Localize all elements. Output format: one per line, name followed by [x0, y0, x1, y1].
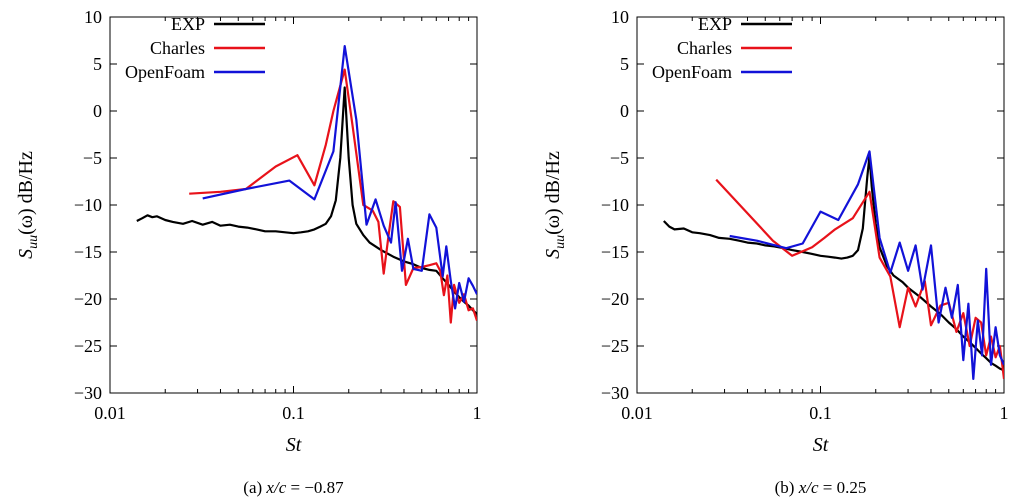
series-line-charles	[715, 178, 1004, 380]
series-line-exp	[136, 86, 477, 315]
x-tick-label: 0.01	[621, 403, 653, 423]
legend-label: OpenFoam	[125, 62, 205, 82]
legend-label: EXP	[171, 14, 205, 34]
y-tick-label: −30	[74, 383, 102, 403]
y-tick-label: −20	[74, 289, 102, 309]
y-tick-label: −25	[74, 336, 102, 356]
series-line-exp	[663, 155, 1004, 372]
legend-label: OpenFoam	[652, 62, 732, 82]
chart-panel-a: 0.01 0.1 1 10 5 0 −5 −10 −15 −20 −25 −30 EXP Charles O…	[15, 7, 482, 497]
x-tick-label: 1	[473, 403, 482, 423]
x-axis-label: St	[286, 434, 302, 456]
y-tick-label: 0	[93, 101, 102, 121]
x-tick-label: 0.1	[809, 403, 832, 423]
x-tick-label: 0.1	[282, 403, 305, 423]
y-tick-label: −5	[83, 148, 102, 168]
x-tick-label: 1	[1000, 403, 1009, 423]
chart-caption: (b) x/c = 0.25	[775, 478, 867, 497]
y-tick-label: 5	[93, 54, 102, 74]
y-tick-label: 10	[611, 7, 629, 27]
x-tick-label: 0.01	[94, 403, 126, 423]
legend-label: Charles	[677, 38, 732, 58]
series-line-openfoam	[729, 150, 1004, 380]
y-tick-label: −10	[601, 195, 629, 215]
y-tick-label: −30	[601, 383, 629, 403]
y-axis-label: Suu(ω) dB/Hz	[15, 151, 41, 259]
y-tick-label: −10	[74, 195, 102, 215]
y-tick-label: −5	[610, 148, 629, 168]
y-tick-label: −15	[601, 242, 629, 262]
y-tick-label: 5	[620, 54, 629, 74]
chart-panel-b: 0.01 0.1 1 10 5 0 −5 −10 −15 −20 −25 −30 EXP Charles O…	[542, 7, 1009, 497]
y-tick-label: −15	[74, 242, 102, 262]
y-tick-label: −25	[601, 336, 629, 356]
chart-caption: (a) x/c = −0.87	[243, 478, 344, 497]
legend-label: Charles	[150, 38, 205, 58]
x-axis-label: St	[813, 434, 829, 456]
series-line-openfoam	[202, 45, 477, 310]
legend-label: EXP	[698, 14, 732, 34]
y-axis-label: Suu(ω) dB/Hz	[542, 151, 568, 259]
y-tick-label: 10	[84, 7, 102, 27]
series-line-charles	[189, 68, 477, 324]
y-tick-label: 0	[620, 101, 629, 121]
y-tick-label: −20	[601, 289, 629, 309]
